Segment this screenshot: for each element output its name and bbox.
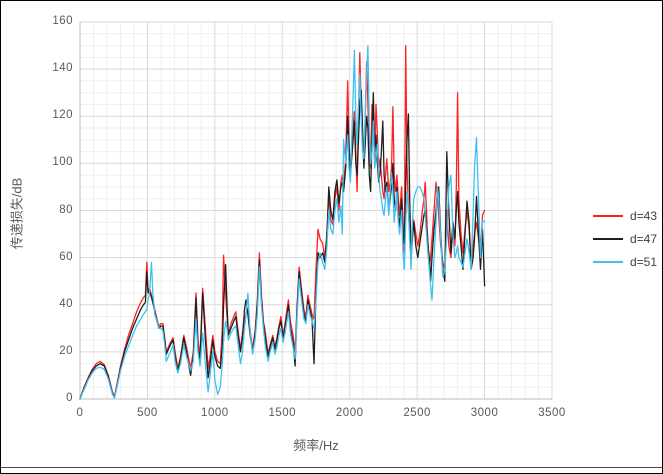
series-line-d=51 bbox=[79, 44, 486, 400]
x-tick-label: 3000 bbox=[470, 407, 499, 419]
legend-item-d=51: d=51 bbox=[593, 250, 657, 273]
legend-label: d=43 bbox=[630, 208, 658, 223]
y-tick-label: 140 bbox=[52, 62, 73, 75]
x-tick-label: 2500 bbox=[403, 407, 431, 419]
legend-item-d=43: d=43 bbox=[593, 204, 657, 227]
y-axis-title: 传递损失/dB bbox=[9, 177, 25, 250]
y-tick-label: 20 bbox=[59, 344, 73, 357]
legend-label: d=47 bbox=[630, 231, 658, 246]
y-tick-label: 160 bbox=[52, 15, 73, 27]
x-tick-label: 3500 bbox=[538, 407, 566, 419]
x-axis-title: 频率/Hz bbox=[293, 438, 339, 453]
x-tick-label: 2000 bbox=[335, 407, 364, 419]
y-tick-label: 40 bbox=[59, 297, 73, 310]
x-tick-label: 0 bbox=[76, 407, 84, 419]
legend: d=43 d=47 d=51 bbox=[593, 204, 657, 273]
legend-line-swatch bbox=[593, 237, 623, 240]
series-line-d=47 bbox=[79, 89, 486, 400]
legend-line-swatch bbox=[593, 260, 623, 263]
y-tick-label: 120 bbox=[52, 109, 73, 122]
x-tick-label: 500 bbox=[137, 407, 158, 419]
x-tick-label: 1000 bbox=[201, 407, 229, 419]
x-tick-label: 1500 bbox=[268, 407, 297, 419]
y-tick-label: 100 bbox=[52, 156, 73, 169]
y-tick-label: 0 bbox=[66, 392, 73, 404]
sheet-gridline bbox=[1, 467, 662, 468]
legend-line-swatch bbox=[593, 214, 623, 217]
legend-item-d=47: d=47 bbox=[593, 227, 657, 250]
legend-label: d=51 bbox=[630, 254, 658, 269]
y-tick-label: 80 bbox=[59, 203, 73, 216]
y-tick-label: 60 bbox=[59, 250, 73, 263]
